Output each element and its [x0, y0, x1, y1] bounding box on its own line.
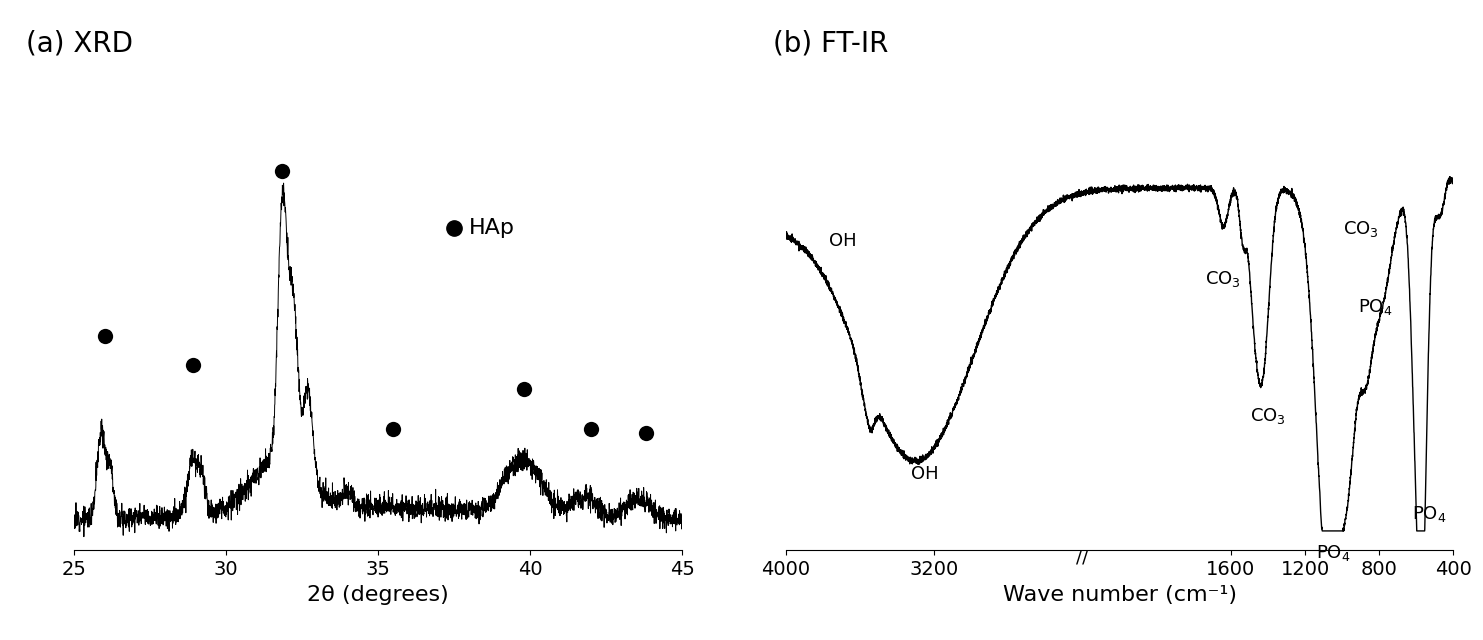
- Text: //: //: [1077, 548, 1089, 566]
- Text: PO$_4$: PO$_4$: [1412, 504, 1446, 524]
- Text: CO$_3$: CO$_3$: [1342, 219, 1379, 239]
- Text: HAp: HAp: [470, 218, 516, 237]
- X-axis label: 2θ (degrees): 2θ (degrees): [307, 585, 449, 605]
- Text: CO$_3$: CO$_3$: [1250, 406, 1286, 426]
- X-axis label: Wave number (cm⁻¹): Wave number (cm⁻¹): [1003, 585, 1237, 605]
- Text: OH: OH: [829, 232, 856, 250]
- Text: (b) FT-IR: (b) FT-IR: [773, 29, 888, 58]
- Text: PO$_4$: PO$_4$: [1315, 543, 1350, 563]
- Text: CO$_3$: CO$_3$: [1206, 269, 1241, 289]
- Text: (a) XRD: (a) XRD: [25, 29, 132, 58]
- Text: OH: OH: [911, 465, 939, 483]
- Text: PO$_4$: PO$_4$: [1358, 297, 1393, 317]
